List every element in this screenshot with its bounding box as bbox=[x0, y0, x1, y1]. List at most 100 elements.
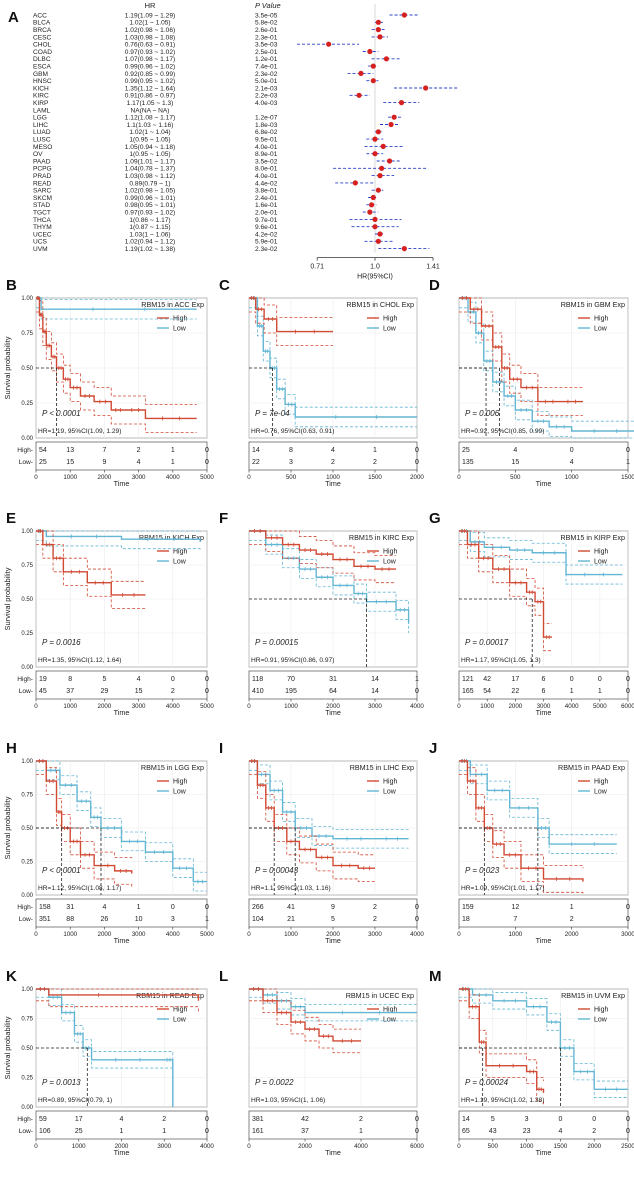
risk-high-count: 0 bbox=[205, 1116, 209, 1123]
km-high-ci-lower bbox=[459, 311, 583, 416]
legend-low-label: Low bbox=[383, 559, 397, 566]
risk-low-count: 0 bbox=[415, 916, 419, 923]
risk-low-count: 1 bbox=[205, 916, 209, 923]
km-xtick-label: 0 bbox=[34, 1143, 38, 1150]
forest-row-p: 2.3e-02 bbox=[255, 71, 278, 78]
km-panel-c: C RBM15 in CHOL Exp High Low P = 7e-04 HR=0.7… bbox=[219, 277, 424, 488]
km-xtick-label: 2000 bbox=[98, 703, 112, 710]
forest-row-hr: 1.04(0.78 ~ 1.37) bbox=[125, 166, 175, 173]
forest-row-hr: 1.35(1.12 ~ 1.64) bbox=[125, 85, 175, 92]
risk-low-count: 1 bbox=[171, 459, 175, 466]
km-panel-k: K 0.00 0.25 0.50 0.75 1.00 Survival probabilit… bbox=[3, 968, 214, 1157]
risk-table-box bbox=[248, 898, 418, 928]
km-xtick-label: 5000 bbox=[200, 474, 214, 481]
km-title: RBM15 in UVM Exp bbox=[561, 991, 625, 1000]
km-high-curve bbox=[459, 530, 552, 638]
risk-high-count: 0 bbox=[570, 676, 574, 683]
forest-point bbox=[367, 209, 373, 215]
forest-point bbox=[352, 180, 358, 186]
panel-letter: B bbox=[6, 277, 17, 294]
forest-row-p: 2.3e-01 bbox=[255, 34, 278, 41]
forest-point bbox=[391, 114, 397, 120]
legend-high-label: High bbox=[383, 1007, 398, 1014]
km-low-curve bbox=[459, 530, 623, 576]
risk-low-count: 195 bbox=[285, 688, 297, 695]
forest-point bbox=[370, 78, 376, 84]
km-low-ci-lower bbox=[36, 307, 197, 320]
risk-high-count: 0 bbox=[558, 1116, 562, 1123]
risk-table-box bbox=[458, 1110, 629, 1140]
km-ytick-label: 0.50 bbox=[21, 597, 33, 603]
km-ytick-label: 0.25 bbox=[21, 631, 33, 637]
km-high-curve bbox=[249, 988, 361, 1042]
risk-low-count: 43 bbox=[489, 1128, 497, 1135]
legend-low-label: Low bbox=[594, 1017, 608, 1024]
km-title: RBM15 in ACC Exp bbox=[141, 300, 204, 309]
risk-high-count: 4 bbox=[513, 447, 517, 454]
risk-low-count: 37 bbox=[301, 1128, 309, 1135]
km-xtick-label: 2000 bbox=[508, 703, 522, 710]
km-xtick-label: 4000 bbox=[565, 703, 579, 710]
km-panels: B 0.00 0.25 0.50 0.75 1.00 Survival probabilit… bbox=[3, 277, 634, 1157]
km-high-curve bbox=[249, 297, 333, 333]
risk-high-count: 42 bbox=[301, 1116, 309, 1123]
km-pvalue: P < 0.0001 bbox=[42, 409, 81, 418]
forest-row-name: THYM bbox=[33, 224, 52, 231]
legend-high-label: High bbox=[594, 779, 609, 786]
risk-low-count: 1 bbox=[120, 1128, 124, 1135]
km-panel-h: H 0.00 0.25 0.50 0.75 1.00 Survival probabilit… bbox=[3, 740, 214, 945]
risk-low-count: 104 bbox=[252, 916, 264, 923]
risk-low-count: 0 bbox=[415, 1128, 419, 1135]
risk-high-count: 0 bbox=[415, 904, 419, 911]
km-high-ci-upper bbox=[459, 760, 584, 869]
km-title: RBM15 in CHOL Exp bbox=[346, 300, 414, 309]
risk-low-label: Low- bbox=[19, 459, 33, 466]
risk-low-count: 2 bbox=[331, 459, 335, 466]
risk-high-count: 2 bbox=[373, 904, 377, 911]
panel-letter-a: A bbox=[8, 9, 19, 26]
km-xtick-label: 1000 bbox=[565, 474, 579, 481]
risk-low-count: 3 bbox=[171, 916, 175, 923]
risk-high-count: 2 bbox=[137, 447, 141, 454]
risk-low-count: 21 bbox=[287, 916, 295, 923]
km-xtick-label: 1000 bbox=[520, 1143, 534, 1150]
km-pvalue: P = 0.0013 bbox=[42, 1078, 81, 1087]
forest-row-name: HNSC bbox=[33, 78, 52, 85]
risk-high-count: 54 bbox=[39, 447, 47, 454]
km-hr-text: HR=1.12, 95%CI(1.08, 1.17) bbox=[38, 885, 121, 892]
km-xtick-label: 500 bbox=[286, 474, 297, 481]
risk-low-count: 37 bbox=[66, 688, 74, 695]
forest-point bbox=[388, 121, 394, 128]
forest-col-p: P Value bbox=[255, 1, 281, 10]
forest-row-name: BLCA bbox=[33, 20, 51, 27]
risk-low-count: 0 bbox=[205, 688, 209, 695]
forest-tick-label: 0.71 bbox=[310, 264, 324, 271]
km-xtick-label: 3000 bbox=[368, 931, 382, 938]
km-high-ci-lower bbox=[36, 311, 197, 433]
forest-row-p: 3.5e-05 bbox=[255, 12, 278, 19]
risk-table-box bbox=[35, 1110, 208, 1140]
legend-low-label: Low bbox=[383, 326, 397, 333]
risk-low-count: 54 bbox=[483, 688, 491, 695]
risk-high-count: 8 bbox=[68, 676, 72, 683]
forest-row-hr: 1.1(1.03 ~ 1.16) bbox=[127, 122, 174, 129]
forest-point bbox=[358, 70, 364, 76]
forest-row-p: 7.4e-01 bbox=[255, 64, 278, 71]
km-title: RBM15 in KIRP Exp bbox=[560, 533, 625, 542]
risk-low-count: 0 bbox=[626, 688, 630, 695]
forest-row-hr: 0.92(0.85 ~ 0.99) bbox=[125, 71, 175, 78]
risk-high-count: 0 bbox=[171, 676, 175, 683]
km-xtick-label: 5000 bbox=[593, 703, 607, 710]
km-high-curve bbox=[249, 530, 396, 570]
risk-high-count: 5 bbox=[102, 676, 106, 683]
forest-row-name: OV bbox=[33, 151, 43, 158]
risk-high-count: 17 bbox=[75, 1116, 83, 1123]
forest-point bbox=[370, 194, 376, 201]
risk-low-count: 4 bbox=[558, 1128, 562, 1135]
risk-low-count: 65 bbox=[462, 1128, 470, 1135]
km-xtick-label: 2000 bbox=[587, 1143, 601, 1150]
forest-row-p: 2.0e-01 bbox=[255, 210, 278, 217]
forest-row-p: 4.0e-03 bbox=[255, 100, 278, 107]
forest-row-name: ACC bbox=[33, 12, 47, 19]
km-xlabel: Time bbox=[325, 708, 341, 717]
